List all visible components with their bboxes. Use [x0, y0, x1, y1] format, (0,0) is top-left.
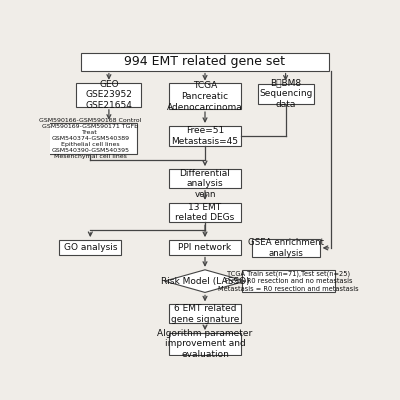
FancyBboxPatch shape — [258, 84, 314, 104]
FancyBboxPatch shape — [44, 123, 137, 154]
FancyBboxPatch shape — [169, 203, 241, 222]
Text: TCGA
Pancreatic
Adenocarcinoma: TCGA Pancreatic Adenocarcinoma — [167, 81, 243, 112]
Text: Algorithm parameter
improvement and
evaluation: Algorithm parameter improvement and eval… — [157, 329, 253, 359]
FancyBboxPatch shape — [76, 83, 142, 107]
Text: 994 EMT related gene set: 994 EMT related gene set — [124, 55, 286, 68]
Text: Risk Model (LASSO): Risk Model (LASSO) — [161, 277, 249, 286]
FancyBboxPatch shape — [169, 169, 241, 188]
Text: PPI network: PPI network — [178, 243, 232, 252]
Text: 6 EMT related
gene signature: 6 EMT related gene signature — [171, 304, 239, 324]
FancyBboxPatch shape — [169, 304, 241, 323]
Text: TCGA Train set(n=71),Test set(n=25)
Free= R0 resection and no metastasis
Metasta: TCGA Train set(n=71),Test set(n=25) Free… — [218, 271, 359, 292]
Text: venn: venn — [194, 190, 216, 199]
FancyBboxPatch shape — [169, 84, 241, 109]
Text: 13 EMT
related DEGs: 13 EMT related DEGs — [175, 203, 235, 222]
FancyBboxPatch shape — [169, 126, 241, 146]
Text: GEO
GSE23952
GSE21654: GEO GSE23952 GSE21654 — [86, 80, 132, 110]
FancyBboxPatch shape — [59, 240, 121, 254]
Text: GO analysis: GO analysis — [64, 243, 117, 252]
Text: GSEA enrichment
analysis: GSEA enrichment analysis — [248, 238, 324, 258]
FancyBboxPatch shape — [242, 270, 335, 292]
FancyBboxPatch shape — [81, 52, 329, 71]
FancyBboxPatch shape — [252, 239, 320, 257]
Text: Free=51
Metastasis=45: Free=51 Metastasis=45 — [172, 126, 238, 146]
Polygon shape — [165, 270, 245, 292]
Text: B、BM8
Sequencing
data: B、BM8 Sequencing data — [259, 79, 312, 109]
Text: Differential
analysis: Differential analysis — [180, 168, 230, 188]
Text: GSM590166-GSM590168 Control
GSM590169-GSM590171 TGFb
Treat
GSM540374-GSM540389
E: GSM590166-GSM590168 Control GSM590169-GS… — [39, 118, 142, 159]
FancyBboxPatch shape — [169, 333, 241, 355]
FancyBboxPatch shape — [169, 240, 241, 254]
